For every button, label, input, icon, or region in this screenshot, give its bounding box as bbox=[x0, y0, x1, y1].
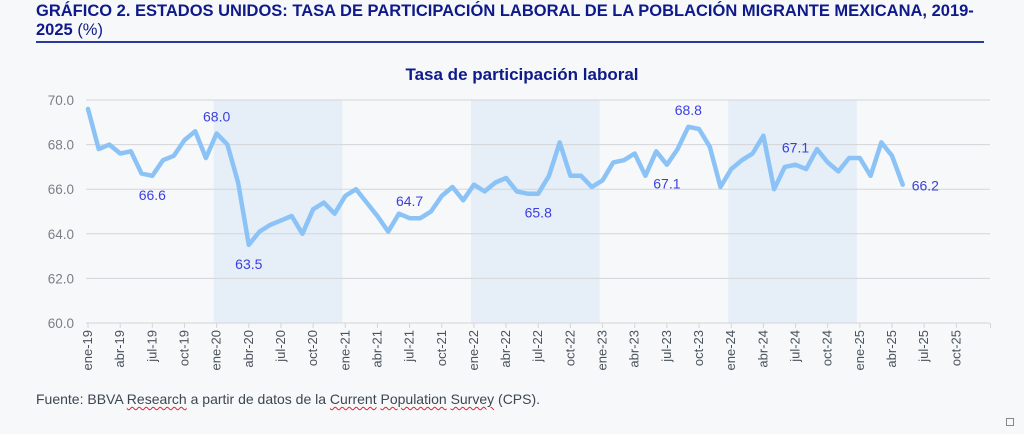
x-tick-label: abr-23 bbox=[627, 330, 642, 368]
series-line bbox=[85, 106, 905, 248]
shaded-band-2024 bbox=[728, 100, 857, 323]
shaded-band-2020 bbox=[213, 100, 343, 323]
x-tick-label: jul-21 bbox=[402, 330, 417, 363]
x-tick-label: ene-21 bbox=[337, 330, 352, 370]
data-label: 64.7 bbox=[396, 193, 423, 209]
x-tick-label: oct-22 bbox=[562, 330, 577, 366]
source-part: Research bbox=[126, 391, 187, 407]
chart-title: Tasa de participación laboral bbox=[405, 65, 638, 84]
x-tick-label: jul-25 bbox=[916, 330, 931, 363]
x-tick-label: ene-20 bbox=[209, 330, 224, 370]
x-tick-label: jul-22 bbox=[530, 330, 545, 363]
source-part: Fuente: BBVA bbox=[36, 391, 127, 407]
x-axis: ene-19 abr-19 jul-19 oct-19 ene-20 abr-20 jul-… bbox=[80, 323, 991, 370]
data-label: 67.1 bbox=[653, 176, 680, 192]
x-tick-label: oct-19 bbox=[176, 330, 191, 366]
x-tick-label: ene-19 bbox=[80, 330, 95, 370]
x-tick-label: abr-22 bbox=[498, 330, 513, 368]
resize-handle-icon[interactable] bbox=[1006, 418, 1014, 426]
data-label: 65.8 bbox=[525, 205, 552, 221]
x-tick-label: jul-19 bbox=[144, 330, 159, 363]
source-part: (CPS). bbox=[494, 391, 541, 407]
figure-title: GRÁFICO 2. ESTADOS UNIDOS: TASA DE PARTI… bbox=[36, 2, 986, 40]
x-tick-label: ene-24 bbox=[723, 330, 738, 370]
x-tick-label: ene-25 bbox=[852, 330, 867, 370]
x-tick-label: abr-21 bbox=[369, 330, 384, 368]
source-part: Current bbox=[329, 391, 377, 407]
data-label: 63.5 bbox=[235, 256, 262, 272]
x-tick-label: abr-20 bbox=[241, 330, 256, 368]
source-part: Survey bbox=[450, 391, 495, 407]
x-tick-label: abr-19 bbox=[112, 330, 127, 368]
series-line-path bbox=[85, 106, 905, 248]
x-tick-label: oct-21 bbox=[434, 330, 449, 366]
x-tick-label: oct-20 bbox=[305, 330, 320, 366]
y-tick-label: 68.0 bbox=[48, 138, 74, 153]
x-tick-label: oct-25 bbox=[948, 330, 963, 366]
data-label: 67.1 bbox=[782, 140, 809, 156]
shaded-band-2022 bbox=[470, 100, 600, 323]
x-tick-label: abr-24 bbox=[755, 330, 770, 368]
data-label: 66.6 bbox=[139, 187, 166, 203]
source-part: a partir de datos de la bbox=[186, 391, 330, 407]
x-tick-label: jul-23 bbox=[659, 330, 674, 363]
data-label: 66.2 bbox=[912, 178, 939, 194]
figure-title-text: GRÁFICO 2. ESTADOS UNIDOS: TASA DE PARTI… bbox=[36, 2, 974, 39]
x-tick-label: ene-22 bbox=[466, 330, 481, 370]
x-tick-label: ene-23 bbox=[595, 330, 610, 370]
x-tick-label: oct-24 bbox=[820, 330, 835, 366]
y-tick-label: 70.0 bbox=[48, 93, 74, 108]
y-tick-label: 64.0 bbox=[48, 227, 74, 242]
x-tick-label: jul-24 bbox=[788, 330, 803, 363]
title-divider bbox=[36, 41, 984, 43]
y-axis-tick-labels: 60.0 62.0 64.0 66.0 68.0 70.0 bbox=[48, 93, 74, 331]
shaded-year-bands bbox=[213, 100, 857, 323]
y-tick-label: 62.0 bbox=[48, 271, 74, 286]
y-tick-label: 60.0 bbox=[48, 316, 74, 331]
x-tick-label: jul-20 bbox=[273, 330, 288, 363]
x-tick-label: abr-25 bbox=[884, 330, 899, 368]
data-labels: 66.6 68.0 63.5 64.7 65.8 67.1 68.8 67.1 66.2 bbox=[139, 102, 939, 272]
source-note: Fuente: BBVA Research a partir de datos … bbox=[36, 391, 540, 407]
source-part: Population bbox=[380, 391, 447, 407]
x-tick-label: oct-23 bbox=[691, 330, 706, 366]
figure-title-unit: (%) bbox=[77, 21, 103, 39]
data-label: 68.8 bbox=[675, 102, 702, 118]
y-tick-label: 66.0 bbox=[48, 182, 74, 197]
data-label: 68.0 bbox=[203, 108, 230, 124]
